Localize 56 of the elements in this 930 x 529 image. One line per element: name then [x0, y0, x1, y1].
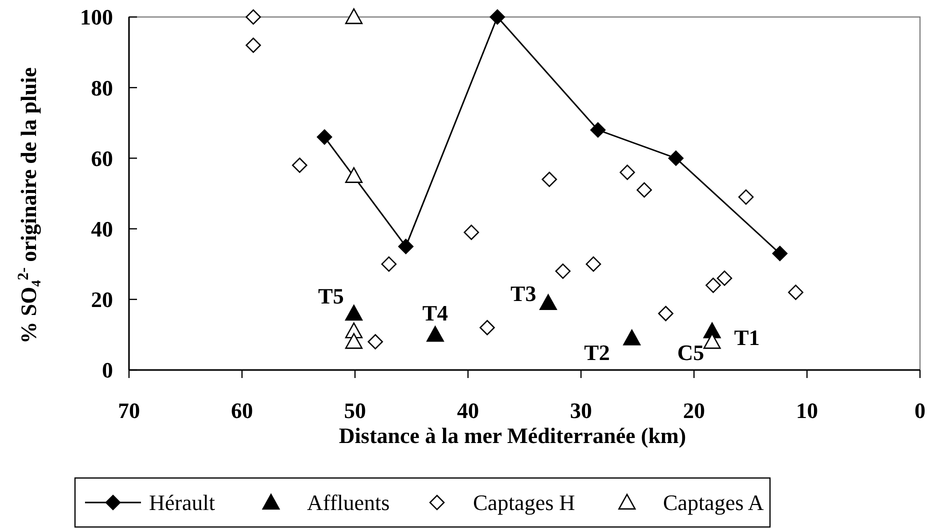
point: [292, 158, 308, 173]
point: [540, 294, 557, 310]
annotation: T5: [318, 284, 344, 309]
x-tick-label: 0: [914, 398, 926, 423]
point: [658, 306, 674, 322]
point: [345, 167, 363, 183]
x-tick-label: 10: [796, 398, 818, 423]
point: [316, 129, 332, 145]
point: [555, 264, 571, 279]
x-axis-title: Distance à la mer Méditerranée (km): [338, 423, 686, 448]
point: [636, 182, 652, 198]
point: [620, 164, 635, 180]
point: [490, 9, 506, 25]
y-tick-label: 20: [91, 287, 113, 312]
y-tick-label: 0: [102, 358, 113, 383]
y-tick-label: 100: [80, 4, 113, 30]
annotation: T4: [422, 300, 448, 326]
y-tick-label: 40: [91, 216, 113, 242]
point: [542, 172, 558, 188]
point: [668, 150, 684, 166]
point: [246, 38, 261, 53]
annotation: T3: [510, 280, 536, 306]
point: [738, 189, 754, 205]
x-tick-label: 30: [570, 398, 592, 423]
point: [706, 278, 721, 293]
point: [788, 284, 804, 300]
point: [464, 224, 480, 240]
point: [716, 270, 732, 286]
point: [246, 9, 261, 25]
y-tick-label: 80: [91, 75, 113, 100]
point: [345, 333, 363, 349]
point: [590, 122, 606, 138]
point: [703, 333, 721, 349]
point: [623, 330, 641, 346]
point: [426, 326, 444, 342]
x-tick-label: 50: [344, 398, 366, 423]
annotation: C5: [677, 340, 704, 365]
legend-label: Captages H: [473, 490, 576, 516]
point: [368, 334, 383, 350]
point: [586, 256, 602, 272]
point: [345, 8, 363, 24]
x-tick-label: 40: [457, 398, 479, 423]
annotation: T1: [734, 325, 760, 350]
point: [480, 320, 495, 336]
legend-label: Affluents: [307, 490, 390, 516]
annotation: T2: [584, 340, 610, 366]
point: [345, 304, 363, 321]
point: [772, 246, 788, 262]
x-tick-label: 70: [118, 398, 140, 423]
x-tick-label: 60: [231, 398, 253, 423]
point: [398, 238, 414, 254]
y-tick-label: 60: [91, 146, 113, 171]
point: [381, 256, 397, 272]
legend-label: Captages A: [663, 490, 764, 516]
legend-label: Hérault: [149, 490, 215, 516]
x-tick-label: 20: [683, 398, 705, 423]
